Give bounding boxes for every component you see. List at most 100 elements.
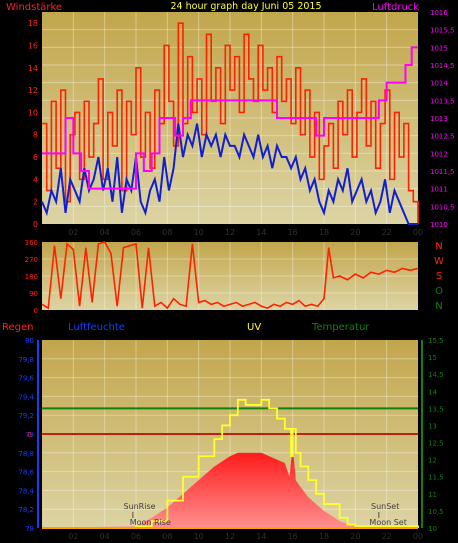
x-tick-label: 10 (194, 228, 204, 237)
windstarke-label: Windstärke (6, 2, 62, 13)
x-tick-label: 20 (350, 228, 360, 237)
x-tick-label: 16 (288, 228, 298, 237)
panel3-top-label: Regen (2, 322, 34, 333)
wind-y-tick: 16 (28, 41, 38, 50)
wind-y-tick: 18 (28, 19, 38, 28)
direction-letter: N (435, 241, 442, 252)
pressure-line (42, 46, 418, 190)
pressure-y-tick: 1013 (430, 115, 448, 123)
wind-y-tick: 6 (33, 153, 38, 162)
rain-zero-label: 0 (28, 431, 32, 439)
x-tick-label: 12 (225, 228, 235, 237)
x-tick-label: 04 (100, 532, 110, 541)
direction-y-tick: 270 (25, 256, 38, 264)
x-tick-label: 02 (68, 532, 78, 541)
temperature-y-tick: 11 (428, 491, 437, 499)
humidity-y-tick: 78,4 (18, 487, 34, 495)
wind-y-tick: 0 (33, 220, 38, 229)
x-tick-label: 00 (413, 228, 423, 237)
pressure-y-tick: 1012 (430, 150, 448, 158)
humidity-y-tick: 78,2 (18, 506, 34, 514)
x-tick-label: 06 (131, 228, 141, 237)
temperature-y-tick: 11,5 (428, 474, 444, 482)
temperature-y-tick: 13 (428, 422, 437, 430)
direction-letter: O (435, 286, 443, 297)
pressure-y-tick: 1013,5 (430, 97, 455, 105)
wind-average-line (41, 123, 418, 225)
luftdruck-label: Luftdruck (372, 2, 419, 13)
wind-y-tick: 10 (28, 108, 38, 117)
sunrise-label: SunRise (123, 502, 155, 511)
humidity-y-tick: 79,4 (18, 393, 34, 401)
x-tick-label: 16 (288, 532, 298, 541)
temperature-y-tick: 14,5 (428, 371, 444, 379)
uv-line (42, 398, 419, 529)
pressure-y-tick: 1012,5 (430, 133, 455, 141)
pressure-y-tick: 1015 (430, 44, 448, 52)
humidity-y-tick: 79,8 (18, 356, 34, 364)
x-tick-label: 22 (382, 532, 392, 541)
wind-direction-line (41, 241, 419, 310)
x-tick-label: 06 (131, 532, 141, 541)
temperature-y-tick: 12 (428, 457, 437, 465)
humidity-y-tick: 80 (25, 337, 34, 345)
wind-y-tick: 14 (28, 64, 38, 73)
direction-y-tick: 360 (25, 239, 38, 247)
direction-letter: W (434, 256, 444, 267)
temperature-y-tick: 10 (428, 525, 437, 533)
temperature-y-tick: 15 (428, 354, 437, 362)
temperature-y-tick: 12,5 (428, 440, 444, 448)
humidity-y-tick: 78,6 (18, 469, 34, 477)
pressure-y-tick: 1010 (430, 221, 448, 229)
moonset-label: Moon Set (369, 518, 406, 527)
pressure-y-tick: 1015,5 (430, 27, 455, 35)
direction-y-tick: 90 (29, 290, 38, 298)
x-tick-label: 04 (100, 228, 110, 237)
x-tick-label: 08 (162, 532, 172, 541)
pressure-y-tick: 1010,5 (430, 203, 455, 211)
temperature-y-tick: 15,5 (428, 337, 444, 345)
wind-y-tick: 4 (33, 175, 38, 184)
panel3-top-label: Temperatur (311, 322, 370, 333)
direction-letter: S (436, 271, 442, 282)
x-tick-label: 08 (162, 228, 172, 237)
direction-y-tick: 0 (34, 307, 38, 315)
humidity-y-tick: 78 (25, 525, 34, 533)
pressure-y-tick: 1016 (430, 9, 448, 17)
radiation-area (42, 445, 418, 528)
pressure-y-tick: 1014 (430, 80, 448, 88)
direction-y-tick: 180 (25, 273, 38, 281)
humidity-y-tick: 79,6 (18, 375, 34, 383)
x-tick-label: 18 (319, 532, 329, 541)
wind-y-tick: 2 (33, 198, 38, 207)
pressure-y-tick: 1011 (430, 186, 448, 194)
wind-y-tick: 8 (33, 131, 38, 140)
wind-y-tick: 12 (28, 86, 38, 95)
x-tick-label: 14 (256, 228, 266, 237)
graph-title: 24 hour graph day Juni 05 2015 (171, 1, 322, 12)
humidity-y-tick: 78,8 (18, 450, 34, 458)
pressure-y-tick: 1014,5 (430, 62, 455, 70)
x-tick-label: 22 (382, 228, 392, 237)
panel3-top-label: Luftfeuchte (68, 322, 125, 333)
panel3-top-label: UV (247, 322, 261, 333)
temperature-y-tick: 14 (428, 388, 437, 396)
x-tick-label: 02 (68, 228, 78, 237)
x-tick-label: 12 (225, 532, 235, 541)
x-tick-label: 18 (319, 228, 329, 237)
humidity-y-tick: 79 (25, 431, 34, 439)
panel-2-bg (42, 242, 418, 310)
moonrise-label: Moon Rise (130, 518, 171, 527)
x-tick-label: 14 (256, 532, 266, 541)
sunset-label: SunSet (371, 502, 399, 511)
humidity-y-tick: 79,2 (18, 412, 34, 420)
x-tick-label: 10 (194, 532, 204, 541)
x-tick-label: 20 (350, 532, 360, 541)
direction-letter: N (435, 301, 442, 312)
temperature-y-tick: 10,5 (428, 508, 444, 516)
x-tick-label: 00 (413, 532, 423, 541)
pressure-y-tick: 1011,5 (430, 168, 455, 176)
temperature-y-tick: 13,5 (428, 405, 444, 413)
